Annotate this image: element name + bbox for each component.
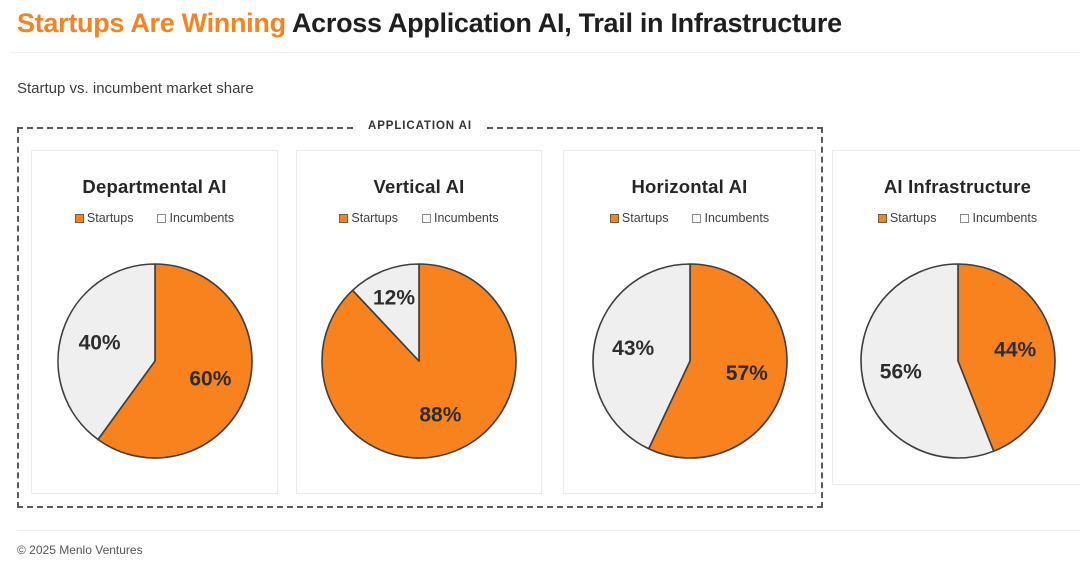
incumbents-swatch-icon xyxy=(960,213,970,223)
pie-chart: 44% 56% xyxy=(859,263,1056,459)
footer-copyright: © 2025 Menlo Ventures xyxy=(17,543,143,557)
pie-slice-incumbents xyxy=(859,263,995,459)
legend-item-startups: Startups xyxy=(609,211,669,225)
chart-legend: Startups Incumbents xyxy=(32,211,277,225)
chart-title: Vertical AI xyxy=(373,176,465,197)
pie-slice-startups xyxy=(647,263,788,459)
legend-label-startups: Startups xyxy=(621,211,669,225)
card-vertical-ai: Vertical AI Startups Incumbents 88% 12% xyxy=(296,150,542,494)
chart-legend: Startups Incumbents xyxy=(564,211,815,225)
pie-slice-incumbents xyxy=(56,263,156,441)
legend-item-startups: Startups xyxy=(74,211,134,225)
pie-chart: 57% 43% xyxy=(591,263,788,459)
startups-swatch-icon xyxy=(74,213,84,223)
legend-label-startups: Startups xyxy=(351,211,398,225)
startups-swatch-icon xyxy=(339,213,349,223)
legend-item-incumbents: Incumbents xyxy=(421,211,499,225)
startups-swatch-icon xyxy=(877,213,887,223)
page-title: Startups Are Winning Across Application … xyxy=(17,8,842,39)
legend-label-incumbents: Incumbents xyxy=(704,211,770,225)
chart-title: Horizontal AI xyxy=(631,176,748,197)
legend-label-startups: Startups xyxy=(86,211,134,225)
page-subtitle: Startup vs. incumbent market share xyxy=(17,80,254,97)
legend-item-startups: Startups xyxy=(339,211,398,225)
legend-item-incumbents: Incumbents xyxy=(960,211,1037,225)
chart-legend: Startups Incumbents xyxy=(297,211,541,225)
legend-label-incumbents: Incumbents xyxy=(169,211,235,225)
pie-chart: 60% 40% xyxy=(56,263,253,459)
pie-container: 60% 40% xyxy=(32,261,277,461)
slice-value-label: 60% xyxy=(189,368,231,391)
pie-slice-incumbents xyxy=(351,263,420,362)
slice-value-label: 88% xyxy=(419,404,461,427)
slice-value-label: 44% xyxy=(994,339,1036,362)
card-ai-infrastructure: AI Infrastructure Startups Incumbents 44… xyxy=(832,150,1080,485)
pie-chart: 88% 12% xyxy=(321,263,517,459)
pie-slice-startups xyxy=(96,263,253,459)
legend-label-startups: Startups xyxy=(889,211,937,225)
slice-value-label: 43% xyxy=(612,337,654,360)
slice-value-label: 57% xyxy=(725,362,767,385)
pie-slice-startups xyxy=(956,263,1056,452)
application-ai-group-box: APPLICATION AI xyxy=(17,120,823,508)
legend-item-incumbents: Incumbents xyxy=(692,211,769,225)
legend-item-startups: Startups xyxy=(877,211,937,225)
incumbents-swatch-icon xyxy=(157,213,167,223)
chart-title: Departmental AI xyxy=(82,176,227,197)
pie-slice-incumbents xyxy=(591,263,691,450)
page-title-highlight: Startups Are Winning xyxy=(17,8,286,38)
header-divider xyxy=(10,52,1080,53)
footer-divider xyxy=(17,530,1080,531)
slice-value-label: 12% xyxy=(373,286,415,309)
legend-item-incumbents: Incumbents xyxy=(157,211,234,225)
incumbents-swatch-icon xyxy=(421,213,431,223)
chart-title: AI Infrastructure xyxy=(883,176,1032,197)
pie-container: 88% 12% xyxy=(297,261,541,461)
legend-label-incumbents: Incumbents xyxy=(972,211,1038,225)
legend-label-incumbents: Incumbents xyxy=(433,211,499,225)
page-title-rest: Across Application AI, Trail in Infrastr… xyxy=(291,8,842,38)
pie-container: 44% 56% xyxy=(833,261,1080,461)
chart-legend: Startups Incumbents xyxy=(833,211,1080,225)
card-departmental-ai: Departmental AI Startups Incumbents 60% 4… xyxy=(31,150,278,494)
card-horizontal-ai: Horizontal AI Startups Incumbents 57% 43% xyxy=(563,150,816,494)
incumbents-swatch-icon xyxy=(692,213,702,223)
slice-value-label: 40% xyxy=(78,332,120,355)
slice-value-label: 56% xyxy=(879,360,921,383)
startups-swatch-icon xyxy=(609,213,619,223)
pie-container: 57% 43% xyxy=(564,261,815,461)
application-ai-group-label: APPLICATION AI xyxy=(356,120,484,132)
